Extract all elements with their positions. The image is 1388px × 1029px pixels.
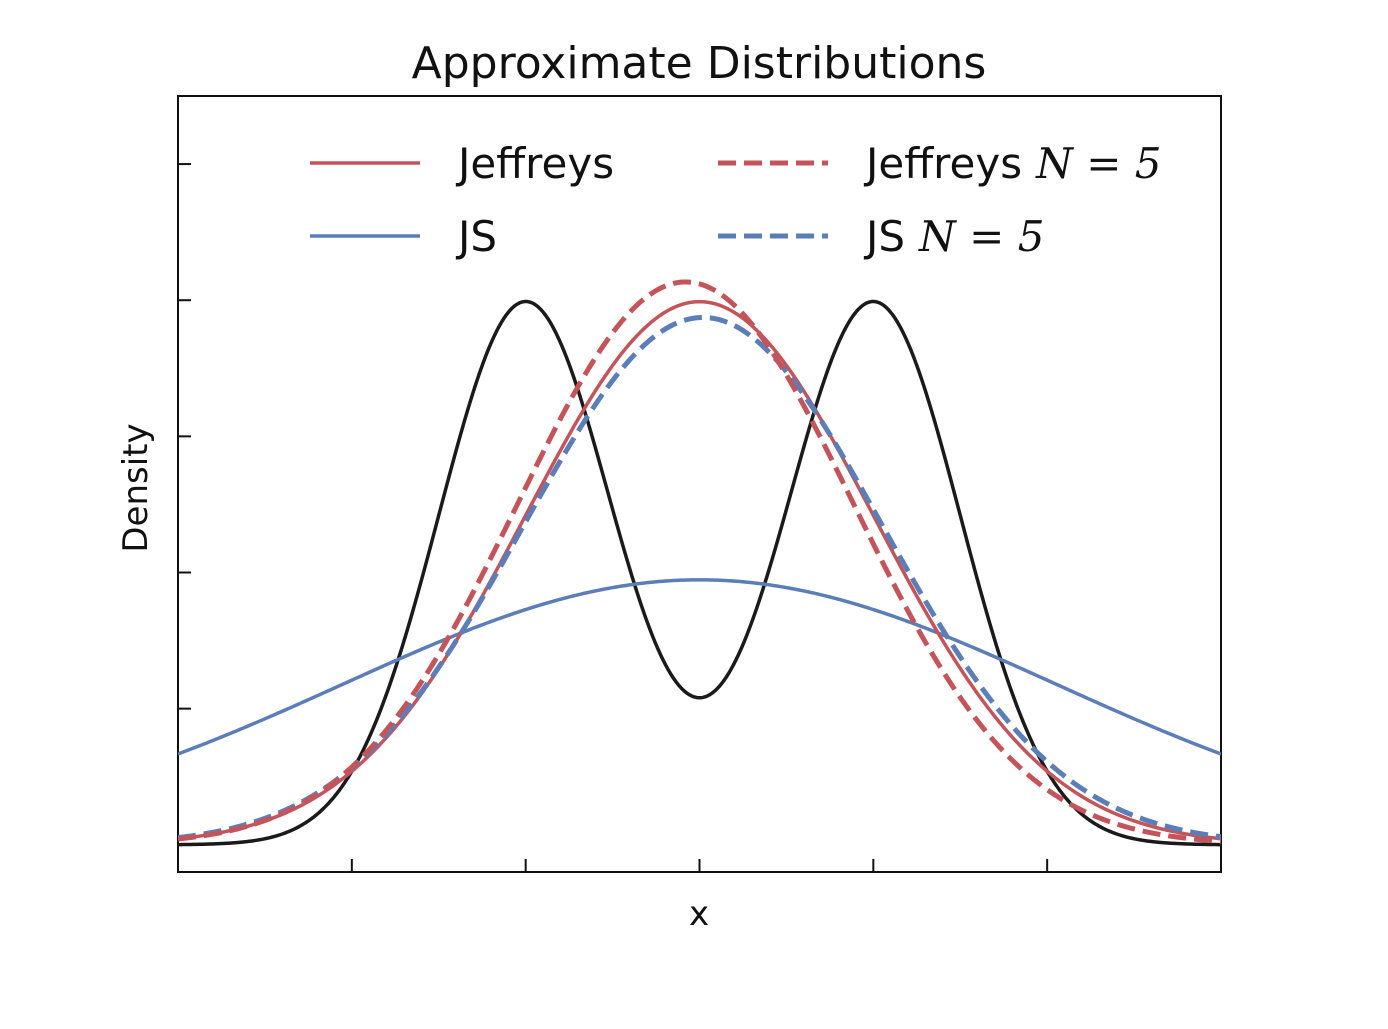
legend-label-3: JS	[455, 212, 497, 261]
x-axis-label: x	[689, 894, 709, 934]
legend: Jeffreys Jeffreys N = 5 JS JS N = 5	[310, 139, 1161, 261]
series-line-jeffreys	[178, 299, 1221, 841]
chart-title: Approximate Distributions	[412, 38, 987, 89]
y-axis-label: Density	[116, 423, 156, 552]
series-line-jeffreys-n-5	[178, 279, 1221, 844]
series-line-target-mixture	[178, 299, 1221, 847]
series-line-js	[178, 578, 1221, 756]
series-line-js-n-5	[178, 314, 1221, 841]
plot-area	[177, 95, 1222, 873]
legend-label-1: Jeffreys	[455, 139, 614, 188]
legend-label-2: Jeffreys N = 5	[863, 139, 1161, 188]
legend-label-4: JS N = 5	[863, 212, 1044, 261]
axes-frame	[177, 95, 1222, 873]
